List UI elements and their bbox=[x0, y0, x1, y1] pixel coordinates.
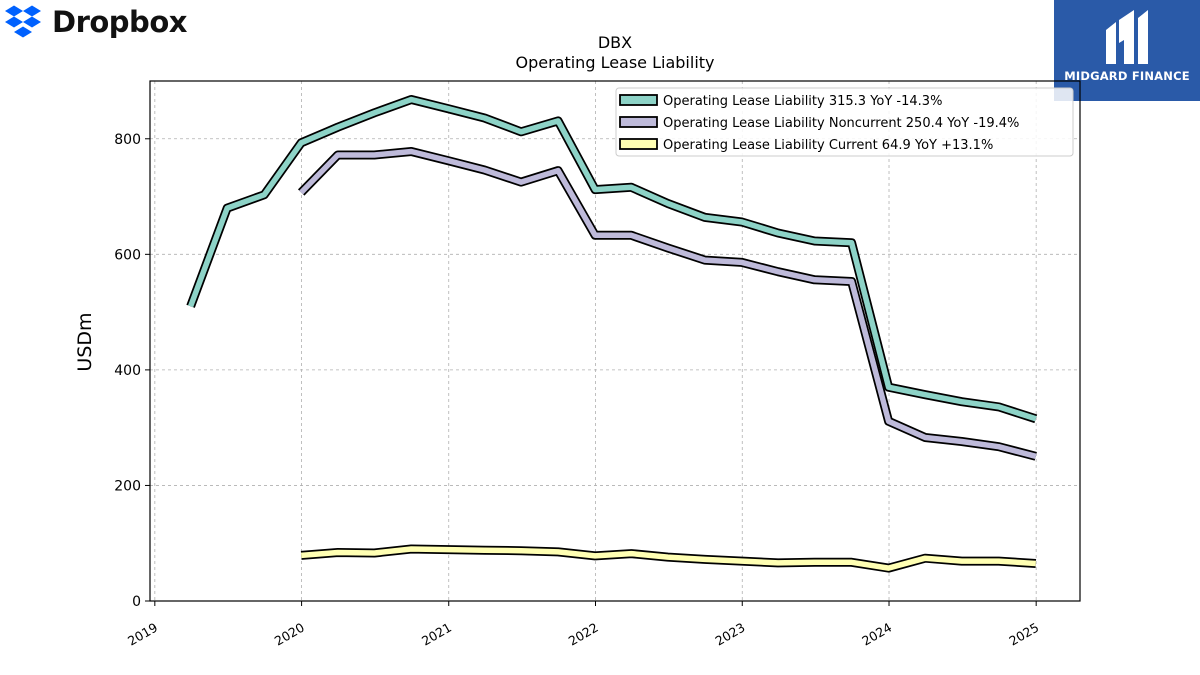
midgard-finance-badge: MIDGARD FINANCE bbox=[1054, 0, 1200, 101]
x-tick-label: 2020 bbox=[272, 620, 307, 649]
dropbox-logo: Dropbox bbox=[4, 4, 187, 40]
legend-box bbox=[615, 87, 1074, 157]
y-axis: 0 200 400 600 800 bbox=[114, 132, 150, 610]
x-tick-label: 2024 bbox=[859, 620, 894, 649]
legend: Operating Lease Liability 315.3 YoY -14.… bbox=[615, 87, 1074, 157]
y-tick-label: 200 bbox=[114, 478, 141, 494]
series-line bbox=[300, 546, 1036, 571]
chart-title: DBX bbox=[598, 33, 632, 52]
x-tick-label: 2019 bbox=[125, 620, 160, 649]
x-tick-label: 2025 bbox=[1006, 620, 1041, 649]
plot-area bbox=[149, 80, 1081, 602]
legend-label: Operating Lease Liability Noncurrent 250… bbox=[663, 116, 1019, 131]
dropbox-box-icon bbox=[5, 5, 41, 38]
series-line bbox=[299, 148, 1037, 459]
brand-name: Dropbox bbox=[52, 5, 187, 39]
badge-label: MIDGARD FINANCE bbox=[1064, 69, 1190, 83]
legend-swatch bbox=[619, 116, 658, 128]
y-tick-label: 0 bbox=[132, 594, 141, 610]
x-tick-label: 2022 bbox=[566, 620, 601, 649]
legend-label: Operating Lease Liability Current 64.9 Y… bbox=[663, 138, 993, 153]
midgard-monogram-icon bbox=[1106, 10, 1148, 64]
legend-label: Operating Lease Liability 315.3 YoY -14.… bbox=[663, 94, 942, 109]
x-tick-label: 2021 bbox=[419, 620, 454, 649]
y-axis-label: USDm bbox=[74, 312, 96, 371]
series-line-outline bbox=[297, 147, 1037, 461]
grid-lines bbox=[150, 81, 1080, 602]
x-axis: 2019 2020 2021 2022 2023 2024 2025 bbox=[125, 601, 1041, 649]
series-layer bbox=[186, 95, 1038, 573]
series-line bbox=[188, 96, 1037, 422]
legend-swatch bbox=[619, 94, 658, 106]
x-tick-label: 2023 bbox=[712, 620, 747, 649]
y-tick-label: 800 bbox=[114, 132, 141, 148]
legend-swatch bbox=[619, 138, 658, 150]
y-tick-label: 600 bbox=[114, 247, 141, 263]
y-tick-label: 400 bbox=[114, 363, 141, 379]
chart-subtitle: Operating Lease Liability bbox=[515, 53, 714, 72]
